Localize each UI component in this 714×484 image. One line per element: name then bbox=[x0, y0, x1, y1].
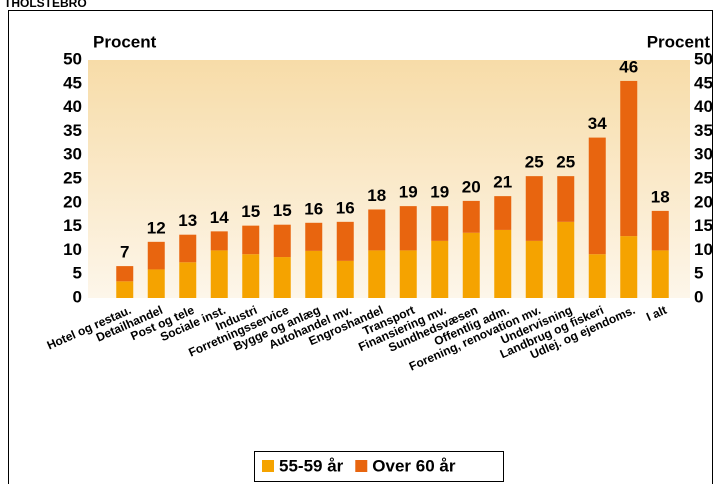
legend-box bbox=[254, 451, 504, 482]
y-axis-label: Procent bbox=[93, 32, 157, 51]
total-label: 12 bbox=[147, 218, 166, 237]
total-label: 16 bbox=[304, 199, 323, 218]
total-label: 15 bbox=[241, 202, 260, 221]
y-tick-label: 5 bbox=[73, 264, 82, 283]
total-label: 15 bbox=[273, 201, 292, 220]
legend: 55-59 år Over 60 år bbox=[254, 451, 504, 482]
total-label: 16 bbox=[336, 198, 355, 217]
total-label: 19 bbox=[430, 183, 449, 202]
bar-segment bbox=[399, 206, 417, 251]
y-tick-label: 0 bbox=[73, 287, 82, 306]
bar-segment bbox=[210, 231, 228, 251]
bar-segment bbox=[116, 281, 134, 298]
y2-tick-label: 25 bbox=[694, 168, 713, 187]
bar-segment bbox=[431, 206, 449, 241]
bar-segment bbox=[588, 137, 606, 255]
bar-segment bbox=[116, 266, 134, 282]
total-label: 18 bbox=[651, 187, 670, 206]
bar-segment bbox=[368, 250, 386, 298]
bar-segment bbox=[525, 240, 543, 298]
bar-segment bbox=[651, 250, 669, 298]
y-tick-label: 10 bbox=[63, 240, 82, 259]
y-tick-label: 40 bbox=[63, 97, 82, 116]
bar-segment bbox=[210, 250, 228, 298]
total-label: 46 bbox=[619, 57, 638, 76]
total-label: 25 bbox=[556, 153, 575, 172]
y-tick-label: 35 bbox=[63, 121, 82, 140]
legend-swatch bbox=[355, 460, 368, 472]
total-label: 34 bbox=[588, 114, 607, 133]
y-tick-label: 45 bbox=[63, 73, 82, 92]
y2-tick-label: 15 bbox=[694, 216, 713, 235]
bar-segment bbox=[462, 200, 480, 233]
bar-segment bbox=[273, 257, 291, 298]
legend-swatch bbox=[262, 460, 274, 472]
total-label: 21 bbox=[493, 173, 512, 192]
total-label: 7 bbox=[120, 243, 129, 262]
legend-label: Over 60 år bbox=[372, 456, 456, 475]
y2-tick-label: 5 bbox=[694, 264, 703, 283]
total-label: 20 bbox=[462, 177, 481, 196]
legend-label: 55-59 år bbox=[279, 456, 344, 475]
bar-segment bbox=[242, 254, 260, 298]
bar-segment bbox=[462, 232, 480, 298]
total-label: 19 bbox=[399, 183, 418, 202]
bar-segment bbox=[588, 254, 606, 298]
y2-tick-label: 40 bbox=[694, 97, 713, 116]
frame bbox=[8, 10, 713, 484]
bar-segment bbox=[431, 240, 449, 298]
total-label: 14 bbox=[210, 208, 229, 227]
bar-segment bbox=[147, 269, 165, 298]
bar-segment bbox=[399, 250, 417, 298]
y2-tick-label: 10 bbox=[694, 240, 713, 259]
bar-segment bbox=[273, 224, 291, 258]
bar-segment bbox=[336, 260, 354, 298]
bar-segment bbox=[242, 225, 260, 255]
y2-tick-label: 50 bbox=[694, 49, 713, 68]
bar-segment bbox=[494, 196, 512, 230]
bar-segment bbox=[651, 210, 669, 251]
bar-segment bbox=[305, 250, 323, 298]
y-tick-label: 20 bbox=[63, 192, 82, 211]
bar-segment bbox=[494, 229, 512, 298]
y2-tick-label: 45 bbox=[694, 73, 713, 92]
bar-segment bbox=[620, 236, 638, 298]
y2-axis-label: Procent bbox=[647, 32, 711, 51]
x-tick-label: I alt bbox=[644, 303, 669, 324]
y-tick-label: 30 bbox=[63, 145, 82, 164]
bar-segment bbox=[525, 176, 543, 241]
bar-segment bbox=[557, 176, 575, 222]
bar-segment bbox=[557, 221, 575, 298]
y2-tick-label: 35 bbox=[694, 121, 713, 140]
y-tick-label: 15 bbox=[63, 216, 82, 235]
total-label: 13 bbox=[178, 211, 197, 230]
y-tick-label: 25 bbox=[63, 168, 82, 187]
bar-segment bbox=[305, 222, 323, 251]
total-label: 18 bbox=[367, 186, 386, 205]
total-label: 25 bbox=[525, 153, 544, 172]
bar-segment bbox=[336, 221, 354, 261]
bar-segment bbox=[368, 209, 386, 251]
y2-tick-label: 30 bbox=[694, 145, 713, 164]
bar-segment bbox=[179, 234, 197, 263]
bar-segment bbox=[147, 241, 165, 270]
bar-segment bbox=[179, 262, 197, 298]
header: THOLSTEBRO bbox=[4, 0, 87, 10]
y-tick-label: 50 bbox=[63, 49, 82, 68]
bar-segment bbox=[620, 80, 638, 237]
y2-tick-label: 20 bbox=[694, 192, 713, 211]
y2-tick-label: 0 bbox=[694, 287, 703, 306]
